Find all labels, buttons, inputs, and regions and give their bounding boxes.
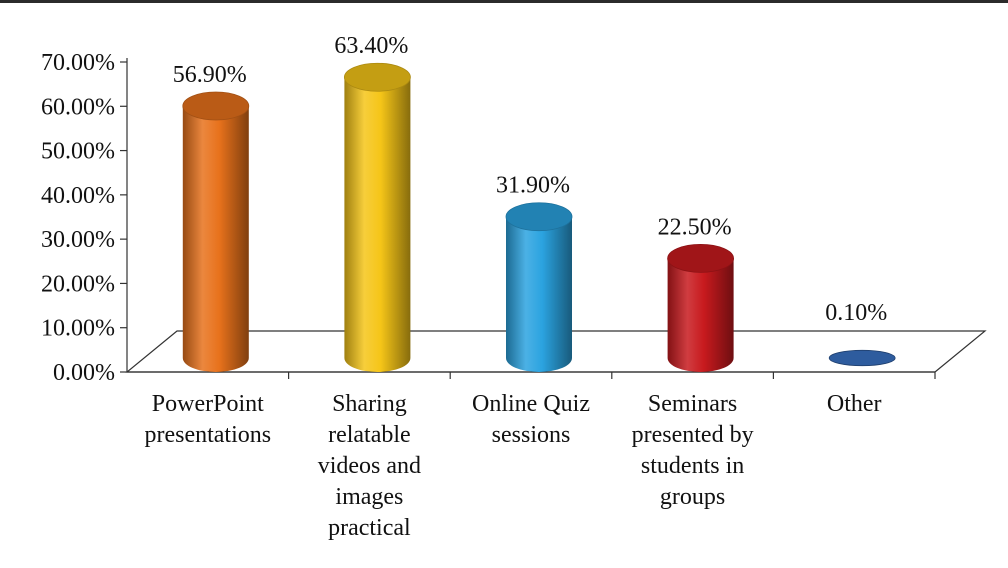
- data-label: 0.10%: [825, 300, 887, 326]
- bar-top: [343, 62, 411, 92]
- y-tick-label: 30.00%: [41, 227, 115, 253]
- bar-body: [344, 77, 411, 373]
- bar-body: [667, 258, 734, 373]
- bars: [182, 62, 896, 373]
- bar-body: [182, 106, 249, 373]
- y-tick-label: 10.00%: [41, 316, 115, 342]
- category-labels: PowerPoint presentations Sharing relatable v…: [144, 391, 881, 541]
- bar: [828, 349, 896, 367]
- category-label: Sharing relatable videos and images practica…: [318, 391, 421, 541]
- y-tick-label: 40.00%: [41, 183, 115, 209]
- y-tick-label: 0.00%: [53, 360, 115, 386]
- bar: [667, 243, 734, 373]
- data-label: 31.90%: [496, 173, 570, 199]
- bar-top: [667, 243, 734, 273]
- category-label: PowerPoint presentations: [144, 391, 271, 448]
- bar-top: [505, 202, 573, 232]
- category-label: Seminars presented by students in groups: [632, 391, 754, 510]
- y-tick-label: 20.00%: [41, 271, 115, 297]
- bar-body: [506, 216, 572, 372]
- data-label: 63.40%: [334, 33, 408, 59]
- data-label: 22.50%: [658, 214, 732, 240]
- top-border: [0, 0, 1008, 3]
- category-label: Online Quiz sessions: [472, 391, 590, 448]
- data-label: 56.90%: [173, 62, 247, 88]
- category-label: Other: [827, 391, 882, 417]
- data-labels: 56.90% 63.40% 31.90% 22.50% 0.10%: [173, 33, 887, 326]
- y-tick-label: 60.00%: [41, 94, 115, 120]
- y-axis: 0.00% 10.00% 20.00% 30.00% 40.00% 50.00% 60.00…: [41, 50, 936, 386]
- bar: [505, 202, 573, 372]
- bar: [343, 62, 411, 373]
- bar-top: [182, 91, 250, 121]
- y-tick-label: 50.00%: [41, 139, 115, 165]
- bar-top: [828, 349, 896, 367]
- bar: [182, 91, 250, 373]
- y-tick-label: 70.00%: [41, 50, 115, 76]
